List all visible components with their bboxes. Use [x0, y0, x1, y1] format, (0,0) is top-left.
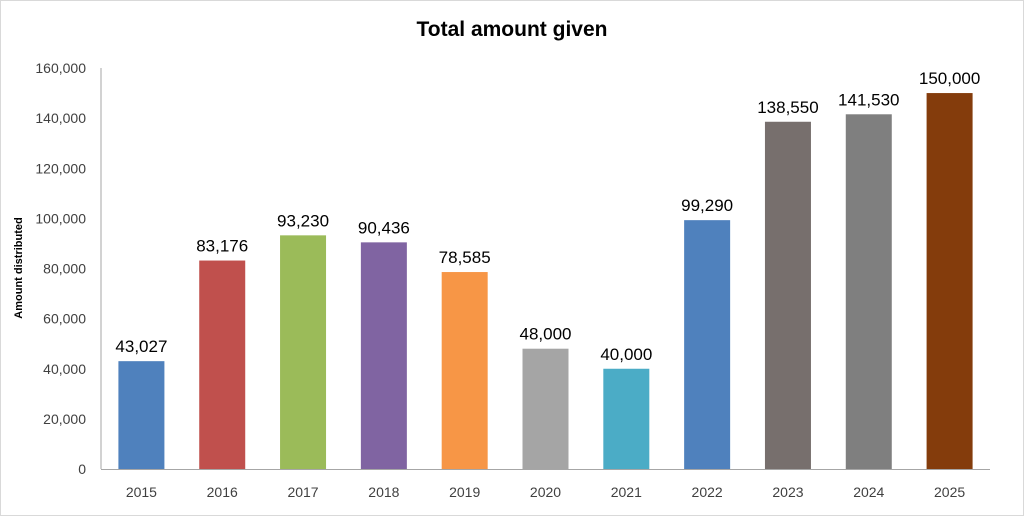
y-tick-label: 80,000 — [43, 261, 86, 277]
data-label: 90,436 — [358, 218, 410, 237]
y-tick-label: 100,000 — [35, 210, 86, 226]
x-tick-label: 2019 — [449, 484, 480, 500]
bar-2022 — [684, 220, 731, 469]
x-tick-label: 2021 — [611, 484, 642, 500]
y-axis-label: Amount distributed — [13, 217, 25, 318]
y-tick-label: 140,000 — [35, 110, 86, 126]
x-tick-label: 2017 — [287, 484, 318, 500]
y-tick-label: 20,000 — [43, 411, 86, 427]
y-tick-label: 120,000 — [35, 160, 86, 176]
bar-2017 — [280, 235, 327, 469]
bar-2019 — [441, 272, 488, 469]
x-tick-label: 2022 — [692, 484, 723, 500]
data-label: 150,000 — [919, 69, 980, 88]
data-label: 48,000 — [520, 325, 572, 344]
x-tick-label: 2024 — [853, 484, 884, 500]
bar-2020 — [522, 348, 569, 469]
bar-2018 — [360, 242, 407, 469]
bar-2021 — [603, 368, 650, 469]
data-label: 78,585 — [439, 248, 491, 267]
data-label: 40,000 — [600, 345, 652, 364]
x-tick-label: 2020 — [530, 484, 561, 500]
x-tick-label: 2025 — [934, 484, 965, 500]
x-tick-label: 2023 — [772, 484, 803, 500]
x-tick-label: 2016 — [207, 484, 238, 500]
data-label: 141,530 — [838, 90, 899, 109]
bar-2025 — [926, 93, 973, 469]
y-tick-label: 60,000 — [43, 311, 86, 327]
bar-2016 — [199, 260, 246, 469]
data-label: 43,027 — [115, 337, 167, 356]
y-tick-label: 0 — [78, 461, 86, 477]
data-label: 99,290 — [681, 196, 733, 215]
y-tick-label: 40,000 — [43, 361, 86, 377]
bar-2015 — [118, 361, 165, 469]
bar-2024 — [845, 114, 892, 469]
chart-title: Total amount given — [417, 18, 608, 41]
bar-2023 — [764, 121, 811, 469]
data-label: 93,230 — [277, 211, 329, 230]
data-label: 138,550 — [757, 98, 818, 117]
data-label: 83,176 — [196, 237, 248, 256]
y-tick-label: 160,000 — [35, 60, 86, 76]
x-tick-label: 2015 — [126, 484, 157, 500]
x-tick-label: 2018 — [368, 484, 399, 500]
